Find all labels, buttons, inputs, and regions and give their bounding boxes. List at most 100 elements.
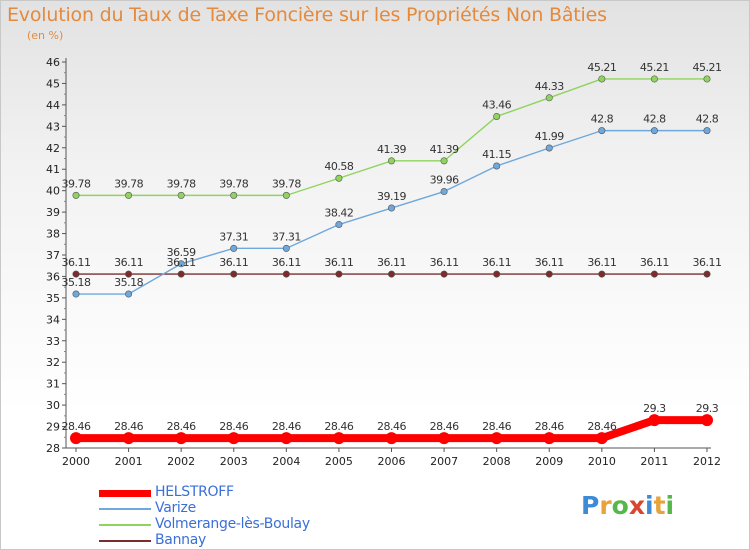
data-label: 39.78	[62, 177, 91, 190]
data-point	[72, 270, 80, 278]
data-label: 44.33	[535, 80, 564, 93]
x-tick-label: 2000	[62, 455, 90, 468]
logo-letter: x	[628, 491, 645, 520]
data-point	[230, 244, 238, 252]
x-tick-label: 2002	[167, 455, 195, 468]
data-point	[490, 432, 503, 445]
legend-label: Varize	[155, 500, 196, 516]
data-label: 39.78	[114, 177, 143, 190]
x-tick-label: 2007	[430, 455, 458, 468]
legend-label: Bannay	[155, 532, 206, 548]
data-point	[703, 127, 711, 135]
data-label: 36.11	[482, 256, 511, 269]
data-point	[650, 270, 658, 278]
x-tick-label: 2009	[535, 455, 563, 468]
data-point	[280, 432, 293, 445]
data-point	[545, 94, 553, 102]
data-point	[598, 270, 606, 278]
logo-letter: i	[665, 491, 675, 520]
data-point	[595, 432, 608, 445]
y-tick-label: 36	[46, 270, 60, 283]
data-point	[177, 270, 185, 278]
data-point	[598, 75, 606, 83]
data-label: 37.31	[272, 230, 301, 243]
y-tick-label: 29	[46, 421, 60, 434]
data-point	[440, 270, 448, 278]
data-label: 42.8	[696, 113, 719, 126]
logo-letter: i	[645, 491, 654, 520]
data-point	[440, 157, 448, 165]
legend-swatch	[99, 540, 151, 542]
data-point	[70, 432, 82, 445]
data-label: 41.15	[482, 148, 511, 161]
data-label: 43.46	[482, 98, 511, 111]
data-label: 29.3	[696, 402, 719, 415]
data-point	[227, 432, 240, 445]
data-label: 39.19	[377, 190, 406, 203]
y-tick-label: 45	[46, 77, 60, 90]
x-tick-label: 2008	[483, 455, 511, 468]
logo-letter: t	[653, 491, 666, 520]
y-tick-label: 40	[46, 185, 60, 198]
chart-title: Evolution du Taux de Taxe Foncière sur l…	[7, 4, 607, 26]
y-tick-label: 31	[46, 378, 60, 391]
y-tick-label: 32	[46, 356, 60, 369]
data-label: 45.21	[587, 61, 616, 74]
data-point	[72, 191, 80, 199]
data-label: 36.11	[377, 256, 406, 269]
legend-label: Volmerange-lès-Boulay	[155, 516, 310, 532]
data-point	[703, 270, 711, 278]
data-point	[335, 221, 343, 229]
x-tick-label: 2004	[272, 455, 300, 468]
y-tick-label: 39	[46, 206, 60, 219]
data-label: 41.99	[535, 130, 564, 143]
data-label: 35.18	[62, 276, 91, 289]
legend-swatch	[99, 524, 151, 526]
y-tick-label: 37	[46, 249, 60, 262]
data-label: 28.46	[219, 420, 248, 433]
data-label: 36.11	[430, 256, 459, 269]
data-label: 36.11	[62, 256, 91, 269]
data-point	[493, 112, 501, 120]
y-tick-label: 44	[46, 99, 60, 112]
proxiti-logo: Proxiti	[581, 491, 674, 520]
data-label: 28.46	[114, 420, 143, 433]
data-point	[387, 270, 395, 278]
y-tick-label: 46	[46, 56, 60, 69]
logo-letter: r	[599, 491, 612, 520]
data-label: 28.46	[377, 420, 406, 433]
data-point	[703, 75, 711, 83]
x-tick-label: 2006	[378, 455, 406, 468]
data-label: 38.42	[324, 207, 353, 220]
data-label: 36.11	[693, 256, 722, 269]
y-tick-label: 28	[46, 442, 60, 455]
y-tick-label: 33	[46, 335, 60, 348]
data-point	[230, 270, 238, 278]
data-label: 36.11	[535, 256, 564, 269]
y-tick-label: 35	[46, 292, 60, 305]
data-label: 36.11	[587, 256, 616, 269]
data-label: 45.21	[640, 61, 669, 74]
data-label: 28.46	[167, 420, 196, 433]
data-label: 42.8	[643, 113, 666, 126]
data-point	[177, 260, 185, 268]
data-point	[282, 244, 290, 252]
data-point	[545, 144, 553, 152]
data-label: 39.78	[167, 177, 196, 190]
data-label: 41.39	[430, 143, 459, 156]
data-label: 36.11	[219, 256, 248, 269]
data-point	[701, 414, 713, 427]
x-tick-label: 2001	[115, 455, 143, 468]
x-tick-label: 2012	[693, 455, 721, 468]
legend-swatch	[99, 508, 151, 510]
data-label: 39.78	[219, 177, 248, 190]
data-point	[650, 127, 658, 135]
data-label: 36.11	[272, 256, 301, 269]
data-point	[387, 157, 395, 165]
data-point	[122, 432, 135, 445]
data-point	[543, 432, 556, 445]
y-tick-label: 38	[46, 228, 60, 241]
data-label: 39.96	[430, 174, 459, 187]
